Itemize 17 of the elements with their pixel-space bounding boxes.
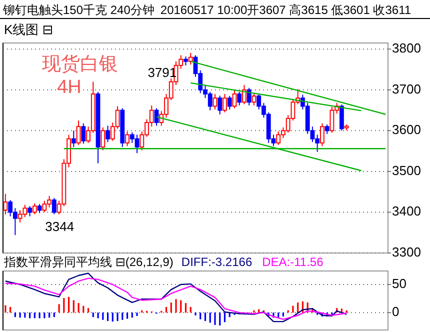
text: DIFF:-3.2166 [181,255,252,269]
annotation: 现货白银 [42,54,118,75]
text: K线图 ⊟ [4,22,54,37]
y-tick-label: 3500 [392,162,421,178]
y-tick-label: 3600 [392,122,421,138]
chart-title: 指数平滑异同平均线 ⊟(26,12,9) [3,255,174,269]
y-tick-label: 3300 [392,244,421,260]
chart-title: 铆钉电触头150千克 240分钟 [2,3,154,17]
y-tick-label: 50 [392,276,406,291]
y-tick-label: 3400 [392,204,421,219]
annotation: 4H [57,77,82,98]
y-tick-label: 3700 [392,81,421,96]
text: DEA:-11.56 [262,255,324,269]
y-tick-label: 3800 [392,40,421,56]
chart-subtitle: 20160517 10:00开3607 高3615 低3601 收3611 [160,3,412,17]
y-tick-label: 0 [392,304,400,320]
annotation: 3344 [45,219,74,234]
